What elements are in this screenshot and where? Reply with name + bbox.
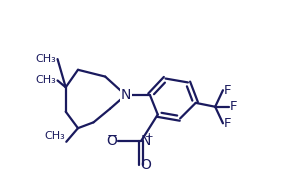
Text: −: −	[106, 130, 118, 143]
Text: +: +	[145, 132, 154, 142]
Text: N: N	[140, 134, 151, 148]
Text: O: O	[106, 134, 117, 148]
Text: O: O	[140, 158, 151, 172]
Text: F: F	[224, 117, 232, 130]
Text: CH₃: CH₃	[44, 131, 65, 141]
Text: F: F	[230, 100, 237, 113]
Text: CH₃: CH₃	[35, 54, 56, 64]
Text: F: F	[224, 84, 232, 97]
Text: CH₃: CH₃	[35, 75, 56, 85]
Text: N: N	[120, 88, 131, 102]
